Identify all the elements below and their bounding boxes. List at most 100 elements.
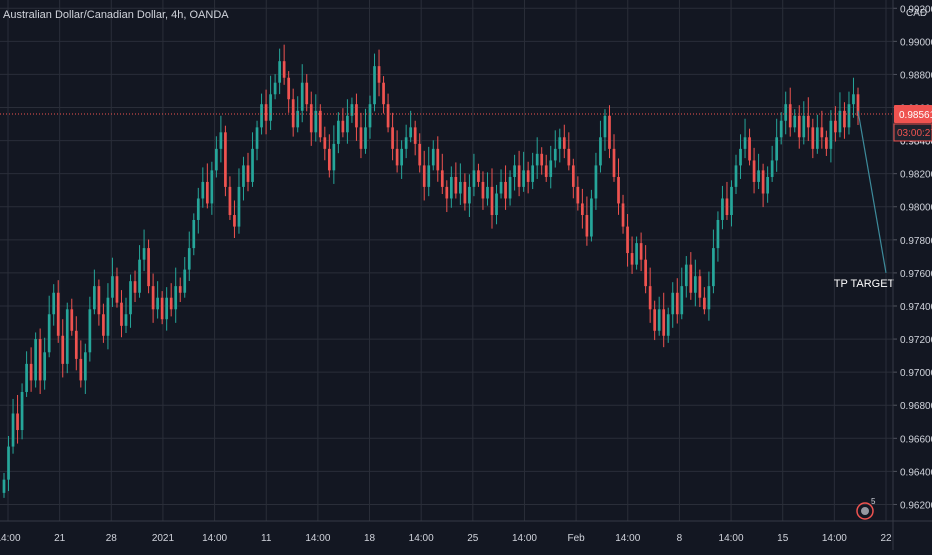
candle-body bbox=[852, 94, 855, 105]
candle-body bbox=[264, 104, 268, 121]
candle-body bbox=[178, 286, 182, 293]
candle-body bbox=[698, 276, 702, 298]
candle-body bbox=[490, 186, 494, 216]
candle-body bbox=[730, 186, 733, 216]
candle-body bbox=[409, 127, 413, 138]
candle-body bbox=[187, 248, 191, 270]
candle-body bbox=[7, 446, 10, 480]
candle-body bbox=[621, 203, 625, 227]
candle-body bbox=[454, 176, 458, 194]
candle-body bbox=[811, 127, 815, 149]
candle-body bbox=[825, 137, 828, 149]
tp-target-label: TP TARGET bbox=[834, 278, 895, 290]
candle-body bbox=[47, 314, 51, 353]
candle-body bbox=[192, 219, 196, 249]
time-axis[interactable]: 14:00 21 28 2021 14:00 11 14:00 18 14:00 25 14:00 F… bbox=[0, 520, 932, 544]
time-tick-label: 21 bbox=[54, 533, 66, 544]
candle-body bbox=[287, 77, 291, 100]
symbol-title: Australian Dollar/Canadian Dollar, 4h, O… bbox=[3, 9, 229, 21]
candle-body bbox=[716, 219, 720, 249]
candle-body bbox=[305, 82, 309, 105]
candle-body bbox=[291, 99, 295, 128]
candle-body bbox=[743, 137, 747, 149]
candle-body bbox=[508, 176, 512, 199]
candle-body bbox=[440, 170, 444, 187]
candle-body bbox=[25, 363, 28, 392]
candle-body bbox=[233, 215, 236, 227]
candle-body bbox=[260, 104, 263, 128]
time-tick-label: 28 bbox=[106, 533, 118, 544]
time-tick-label: 22 bbox=[880, 533, 892, 544]
candle-body bbox=[657, 309, 661, 331]
candle-body bbox=[666, 314, 670, 336]
candle-body bbox=[752, 160, 756, 182]
candle-body bbox=[246, 165, 250, 182]
candle-body bbox=[788, 104, 792, 128]
time-tick-label: Feb bbox=[568, 533, 586, 544]
candle-body bbox=[526, 170, 530, 182]
candle-body bbox=[585, 215, 589, 237]
time-tick-label: 18 bbox=[364, 533, 376, 544]
candle-body bbox=[531, 165, 535, 182]
candle-body bbox=[237, 186, 241, 227]
candle-body bbox=[395, 148, 399, 166]
candle-body bbox=[300, 82, 304, 111]
candle-body bbox=[273, 82, 277, 95]
candle-body bbox=[314, 110, 318, 133]
candle-body bbox=[856, 94, 860, 116]
candle-body bbox=[251, 148, 254, 182]
candle-body bbox=[644, 259, 647, 287]
candle-body bbox=[662, 309, 666, 336]
candle-body bbox=[404, 137, 408, 149]
candle-body bbox=[544, 165, 548, 177]
candle-body bbox=[386, 104, 390, 128]
currency-label: CAD bbox=[906, 8, 927, 19]
candle-body bbox=[608, 115, 611, 149]
candle-body bbox=[341, 120, 345, 133]
candle-body bbox=[820, 127, 824, 138]
time-tick-label: 14:00 bbox=[305, 533, 330, 544]
candle-body bbox=[693, 276, 697, 293]
candle-body bbox=[169, 297, 173, 310]
candle-body bbox=[684, 264, 688, 287]
candle-body bbox=[332, 143, 336, 171]
candle-body bbox=[549, 160, 553, 177]
candle-body bbox=[721, 198, 724, 220]
candle-body bbox=[142, 248, 146, 260]
candle-body bbox=[102, 314, 105, 336]
candle-body bbox=[224, 132, 227, 187]
candle-body bbox=[61, 335, 65, 364]
candle-body bbox=[481, 181, 485, 199]
candle-body bbox=[337, 120, 340, 144]
candle-body bbox=[567, 148, 571, 166]
candle-body bbox=[88, 309, 92, 353]
candle-body bbox=[504, 181, 507, 199]
candle-body bbox=[449, 176, 453, 199]
candle-body bbox=[635, 243, 638, 265]
candle-body bbox=[296, 110, 300, 128]
candle-body bbox=[269, 94, 272, 121]
candle-body bbox=[793, 115, 797, 128]
candle-body bbox=[761, 170, 765, 194]
candle-body bbox=[2, 479, 6, 493]
time-tick-label: 14:00 bbox=[615, 533, 640, 544]
candle-body bbox=[802, 115, 806, 138]
candle-body bbox=[174, 286, 178, 310]
tp-projection-line bbox=[857, 110, 887, 274]
candle-body bbox=[576, 186, 580, 204]
time-tick-label: 25 bbox=[467, 533, 479, 544]
candle-body bbox=[558, 137, 562, 149]
badge-ring bbox=[856, 502, 874, 520]
time-tick-label: 11 bbox=[261, 533, 272, 544]
candle-body bbox=[34, 339, 37, 381]
